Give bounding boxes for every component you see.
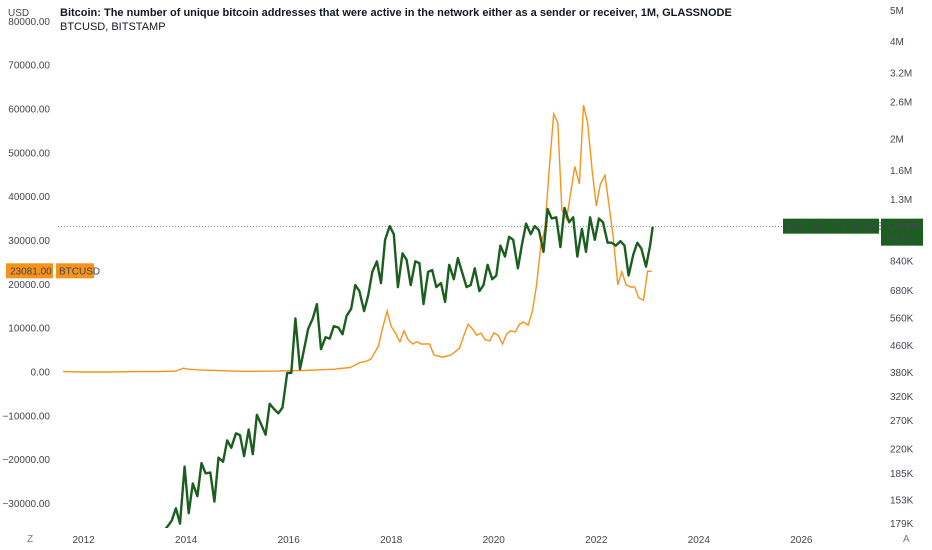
left-axis-tick: 20000.00 (8, 280, 50, 291)
zoom-toggle-z[interactable]: Z (27, 534, 34, 545)
left-axis-tick: −10000.00 (2, 411, 50, 422)
right-axis-tick: 153K (890, 496, 914, 507)
left-axis-tick: 0.00 (31, 367, 51, 378)
right-axis-tick: 3.2M (890, 69, 912, 80)
x-axis-tick: 2022 (585, 535, 608, 546)
price-series-text: BTCUSD (59, 266, 100, 277)
x-axis-tick: 2024 (688, 535, 711, 546)
x-axis-tick: 2016 (278, 535, 301, 546)
left-axis-tick: 30000.00 (8, 236, 50, 247)
right-axis-tick: 840K (890, 256, 914, 267)
x-axis-tick: 2026 (790, 535, 813, 546)
price-value-tag (6, 263, 53, 279)
right-axis-tick: 185K (890, 469, 914, 480)
right-axis-tick: 270K (890, 416, 914, 427)
chart-subtitle[interactable]: BTCUSD, BITSTAMP (60, 21, 166, 33)
auto-scale-toggle-a[interactable]: A (903, 534, 910, 545)
left-axis-tick: 80000.00 (8, 17, 50, 28)
x-axis-tick: 2020 (483, 535, 506, 546)
x-axis-ticks: 2012 2014 2016 2018 2020 2022 2024 2026 (73, 535, 813, 546)
price-series-tag (56, 263, 94, 279)
active-value-tag (881, 218, 923, 246)
right-axis-tick: 680K (890, 286, 914, 297)
right-axis-tick: 1.3M (890, 195, 912, 206)
btcusd-price-line (63, 105, 652, 373)
right-axis-ticks: 5M4M3.2M2.6M2M1.6M1.3M1M840K680K560K460K… (890, 6, 914, 530)
left-axis-tick: −20000.00 (2, 455, 50, 466)
x-axis-tick: 2014 (175, 535, 198, 546)
left-axis-unit: USD (8, 8, 30, 19)
left-axis-tick: −30000.00 (2, 499, 50, 510)
active-addresses-axis-label[interactable]: BTC_ACTIVEADDRESSES 1.076M 4d 2h (783, 218, 923, 246)
right-axis-tick: 4M (890, 37, 904, 48)
x-axis-tick: 2012 (73, 535, 96, 546)
right-axis-tick: 5M (890, 6, 904, 17)
left-axis-tick: 50000.00 (8, 148, 50, 159)
right-axis-tick: 2.6M (890, 98, 912, 109)
left-axis-tick: 40000.00 (8, 192, 50, 203)
chart-title: Bitcoin: The number of unique bitcoin ad… (60, 7, 732, 19)
active-countdown-text: 4d 2h (886, 234, 911, 245)
x-axis-tick: 2018 (380, 535, 403, 546)
active-value-text: 1.076M (886, 222, 919, 233)
right-axis-tick: 220K (890, 445, 914, 456)
left-axis-ticks: 80000.00 70000.00 60000.00 50000.00 40000.00… (2, 17, 50, 510)
active-series-tag (783, 218, 879, 234)
left-axis-tick: 10000.00 (8, 324, 50, 335)
right-axis-tick: 1.6M (890, 166, 912, 177)
left-axis-tick: 70000.00 (8, 61, 50, 72)
price-axis-label[interactable]: 23081.00 BTCUSD (6, 263, 100, 279)
price-value-text: 23081.00 (10, 266, 52, 277)
left-axis-tick: 60000.00 (8, 105, 50, 116)
right-axis-tick: 380K (890, 368, 914, 379)
right-axis-tick: 460K (890, 341, 914, 352)
active-series-text: BTC_ACTIVEADDRESSES (787, 222, 911, 233)
right-axis-tick: 320K (890, 392, 914, 403)
right-axis-tick: 560K (890, 313, 914, 324)
right-axis-tick: 179K (890, 519, 914, 530)
right-axis-tick: 2M (890, 135, 904, 146)
active-addresses-line (164, 206, 654, 528)
